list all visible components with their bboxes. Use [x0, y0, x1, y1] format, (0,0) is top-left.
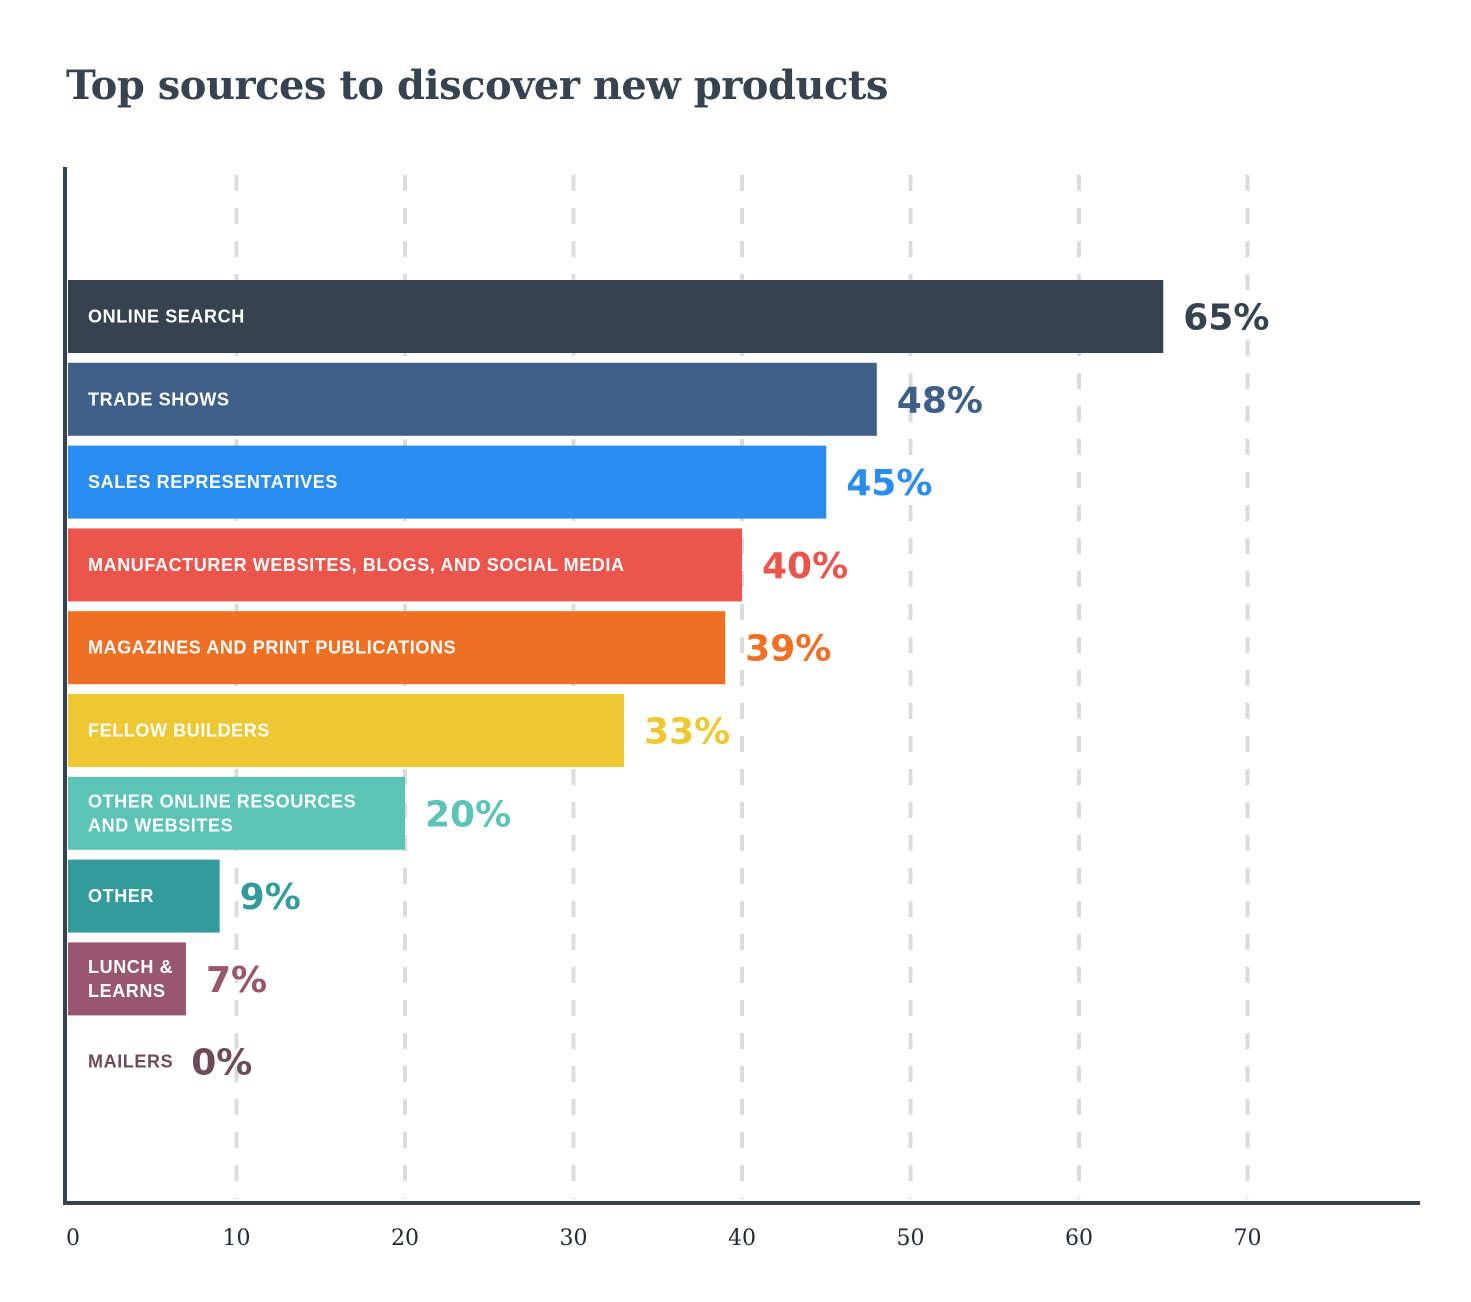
axes: [63, 167, 1420, 1205]
bars: ONLINE SEARCH 65% TRADE SHOWS 48% SALES REPR…: [68, 280, 1269, 1084]
bar-group: SALES REPRESENTATIVES 45%: [68, 445, 932, 519]
bar-label-line: OTHER: [88, 886, 154, 906]
bar: [68, 445, 827, 519]
bar-label-line: LEARNS: [88, 981, 166, 1001]
value-label: 20%: [425, 794, 511, 835]
x-tick-label: 20: [391, 1226, 419, 1251]
bar-label: OTHER ONLINE RESOURCES AND WEBSITES: [88, 791, 356, 835]
bar-label: MANUFACTURER WEBSITES, BLOGS, AND SOCIAL…: [88, 555, 625, 575]
bar-label-line: SALES REPRESENTATIVES: [88, 472, 338, 492]
value-label: 48%: [897, 380, 983, 421]
bar-label: TRADE SHOWS: [88, 389, 230, 409]
bar-group: OTHER ONLINE RESOURCES AND WEBSITES 20%: [68, 776, 511, 850]
x-tick-label: 30: [560, 1226, 588, 1251]
x-tick-label: 40: [728, 1226, 756, 1251]
bar-label-line: MAGAZINES AND PRINT PUBLICATIONS: [88, 638, 456, 658]
x-tick-label: 10: [223, 1226, 251, 1251]
bar-label-line: ONLINE SEARCH: [88, 307, 245, 327]
x-tick-label: 70: [1234, 1226, 1262, 1251]
bar: [68, 528, 742, 602]
bar-group: MAILERS 0%: [88, 1043, 252, 1084]
x-tick-label: 0: [66, 1226, 80, 1251]
bar-group: FELLOW BUILDERS 33%: [68, 694, 730, 767]
bar-label-line: LUNCH &: [88, 957, 173, 977]
bar: [68, 280, 1164, 353]
bar-label: MAGAZINES AND PRINT PUBLICATIONS: [88, 638, 456, 658]
value-label: 45%: [846, 463, 932, 504]
bar-label: OTHER: [88, 886, 154, 906]
value-label: 33%: [644, 712, 730, 753]
bar: [68, 776, 405, 850]
value-label: 39%: [745, 629, 831, 670]
chart-title: Top sources to discover new products: [66, 62, 888, 109]
bar-label: SALES REPRESENTATIVES: [88, 472, 338, 492]
bar-group: OTHER 9%: [68, 859, 301, 933]
bar-label-line: FELLOW BUILDERS: [88, 721, 270, 741]
bar-group: MAGAZINES AND PRINT PUBLICATIONS 39%: [68, 611, 831, 685]
value-label: 7%: [206, 960, 267, 1001]
bar-label: FELLOW BUILDERS: [88, 721, 270, 741]
x-tick-label: 60: [1065, 1226, 1093, 1251]
bar-label-line: TRADE SHOWS: [88, 389, 230, 409]
bar: [68, 694, 625, 767]
bar-group: LUNCH & LEARNS 7%: [68, 942, 267, 1016]
value-label: 0%: [191, 1043, 252, 1084]
value-label: 40%: [762, 546, 848, 587]
bar: [68, 942, 186, 1016]
bar: [68, 611, 726, 685]
bar-group: ONLINE SEARCH 65%: [68, 280, 1269, 353]
bar-label: LUNCH & LEARNS: [88, 957, 173, 1001]
bar-label-line: OTHER ONLINE RESOURCES: [88, 791, 356, 811]
bar-label-line: MAILERS: [88, 1052, 173, 1072]
bar-label: MAILERS: [88, 1052, 173, 1072]
bar-group: MANUFACTURER WEBSITES, BLOGS, AND SOCIAL…: [68, 528, 848, 602]
bar: [68, 362, 877, 436]
bar-label-line: AND WEBSITES: [88, 815, 233, 835]
x-tick-label: 50: [897, 1226, 925, 1251]
value-label: 9%: [240, 877, 301, 918]
bar-label: ONLINE SEARCH: [88, 307, 245, 327]
x-tick-labels: 0 10 20 30 40 50 60 70: [66, 1226, 1262, 1251]
value-label: 65%: [1183, 298, 1269, 339]
bar-group: TRADE SHOWS 48%: [68, 362, 983, 436]
bar-label-line: MANUFACTURER WEBSITES, BLOGS, AND SOCIAL…: [88, 555, 625, 575]
bar: [68, 859, 220, 933]
